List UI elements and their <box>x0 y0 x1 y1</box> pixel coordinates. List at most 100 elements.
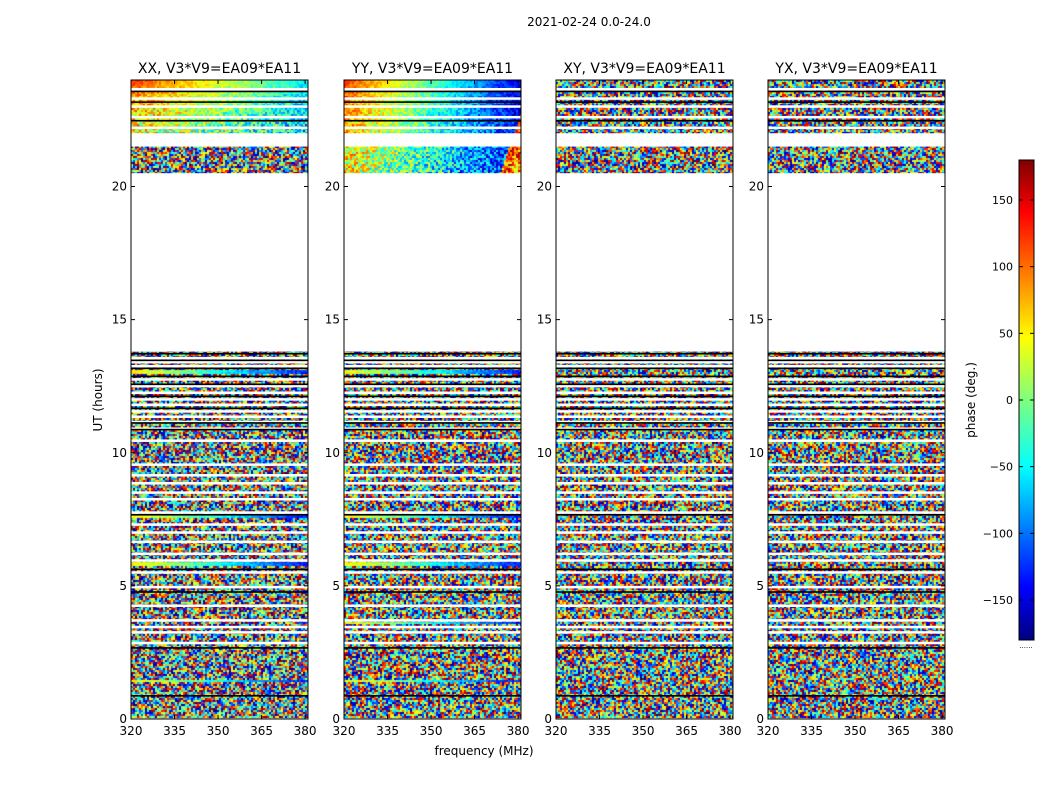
y-tick-label: 0 <box>332 712 340 726</box>
flagged-gap <box>556 439 733 442</box>
x-tick-label: 335 <box>376 724 399 738</box>
flagged-gap <box>768 625 945 629</box>
x-tick-label: 350 <box>844 724 867 738</box>
black-row <box>556 395 733 398</box>
black-row <box>131 90 308 93</box>
flagged-gap <box>556 552 733 556</box>
flagged-gap <box>556 498 733 501</box>
flagged-band <box>131 173 308 352</box>
flagged-gap <box>556 391 733 395</box>
flagged-gap <box>131 571 308 574</box>
flagged-gap <box>556 126 733 130</box>
flagged-gap <box>344 511 521 514</box>
colorbar-tick-label: −150 <box>983 594 1013 607</box>
black-row <box>131 359 308 362</box>
x-tick-label: 335 <box>163 724 186 738</box>
black-row <box>344 568 521 571</box>
flagged-gap <box>768 523 945 526</box>
black-row <box>344 352 521 355</box>
flagged-gap <box>344 625 521 629</box>
flagged-gap <box>344 105 521 108</box>
panel-title: YY, V3*V9=EA09*EA11 <box>351 61 513 77</box>
flagged-gap <box>768 415 945 418</box>
black-row <box>556 119 733 122</box>
flagged-gap <box>131 498 308 501</box>
flagged-gap <box>768 410 945 413</box>
black-row <box>344 101 521 103</box>
flagged-gap <box>131 491 308 494</box>
black-row <box>556 375 733 378</box>
y-axis-label: UT (hours) <box>91 368 105 431</box>
flagged-gap <box>131 360 308 364</box>
flagged-gap <box>768 531 945 534</box>
flagged-gap <box>131 87 308 91</box>
black-row <box>344 422 521 424</box>
flagged-gap <box>768 631 945 634</box>
flagged-gap <box>556 531 733 534</box>
y-tick-label: 15 <box>325 313 340 327</box>
flagged-gap <box>768 87 945 91</box>
panel-title: XY, V3*V9=EA09*EA11 <box>563 61 725 77</box>
flagged-gap <box>556 625 733 629</box>
black-row <box>768 395 945 398</box>
flagged-gap <box>556 482 733 485</box>
flagged-gap <box>344 360 521 364</box>
colorbar-label: phase (deg.) <box>964 362 978 438</box>
black-row <box>556 407 733 410</box>
flagged-gap <box>344 540 521 544</box>
colorbar-tick-label: 150 <box>992 194 1013 207</box>
flagged-gap <box>556 641 733 645</box>
x-tick-label: 320 <box>757 724 780 738</box>
flagged-gap <box>131 398 308 401</box>
black-row <box>131 695 308 697</box>
flagged-gap <box>131 625 308 629</box>
flagged-band <box>344 173 521 352</box>
flagged-gap <box>768 427 945 430</box>
flagged-gap <box>768 403 945 406</box>
flagged-gap <box>556 427 733 430</box>
black-row <box>344 395 521 398</box>
black-row <box>768 407 945 410</box>
flagged-gap <box>556 105 733 108</box>
black-row <box>556 383 733 386</box>
flagged-gap <box>131 559 308 562</box>
flagged-gap <box>768 115 945 119</box>
black-row <box>131 422 308 424</box>
black-row <box>556 428 733 431</box>
flagged-gap <box>344 87 521 91</box>
flagged-gap <box>131 463 308 466</box>
black-row <box>556 359 733 362</box>
y-tick-label: 15 <box>749 313 764 327</box>
black-row <box>131 367 308 370</box>
x-tick-label: 320 <box>545 724 568 738</box>
flagged-gap <box>344 415 521 418</box>
colorbar-tick-label: 50 <box>999 327 1013 340</box>
flagged-gap <box>768 511 945 514</box>
flagged-gap <box>768 540 945 544</box>
black-row <box>768 383 945 386</box>
flagged-gap <box>131 585 308 589</box>
flagged-gap <box>131 531 308 534</box>
flagged-gap <box>344 619 521 622</box>
colorbar-bottom-note: ...... <box>1019 642 1032 650</box>
flagged-gap <box>768 391 945 395</box>
black-row <box>556 647 733 649</box>
panel-2: YY, V3*V9=EA09*EA11 320 335 350 365 380 0 5 10 15… <box>325 61 530 738</box>
black-row <box>131 568 308 571</box>
y-tick-label: 20 <box>112 180 127 194</box>
x-tick-label: 320 <box>120 724 143 738</box>
x-tick-label: 380 <box>507 724 530 738</box>
black-row <box>131 513 308 516</box>
flagged-gap <box>344 364 521 368</box>
flagged-gap <box>131 641 308 645</box>
black-row <box>131 119 308 122</box>
flagged-gap <box>344 523 521 526</box>
flagged-gap <box>344 585 521 589</box>
black-row <box>344 591 521 593</box>
y-tick-label: 15 <box>112 313 127 327</box>
flagged-gap <box>131 523 308 526</box>
black-row <box>768 375 945 378</box>
black-row <box>344 695 521 697</box>
flagged-gap <box>344 641 521 645</box>
flagged-gap <box>768 585 945 589</box>
